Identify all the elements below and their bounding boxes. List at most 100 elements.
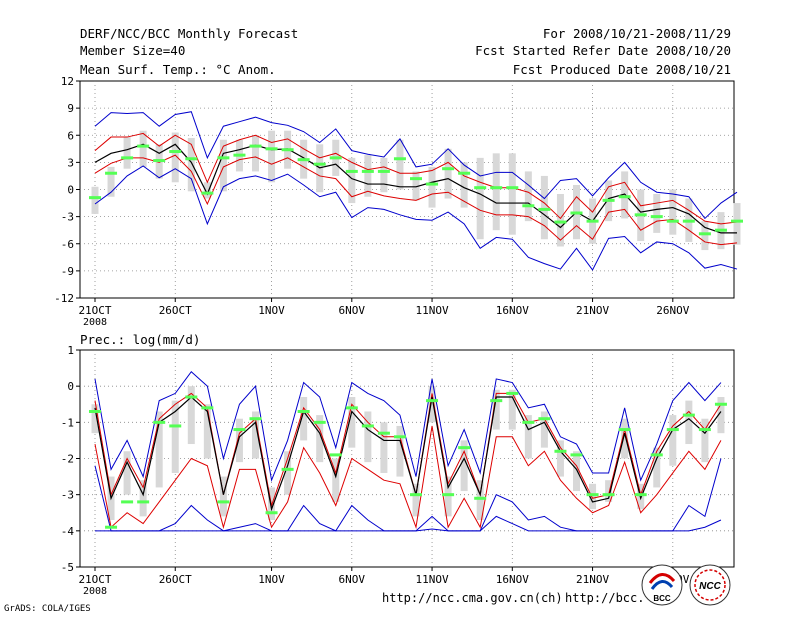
temp-member-marker (522, 204, 535, 208)
prec-spread-bar (155, 411, 163, 488)
prec-member-marker (105, 525, 118, 529)
temp-member-marker (89, 196, 101, 200)
temp-member-marker (538, 207, 551, 211)
prec-member-marker (265, 511, 278, 515)
temp-spread-bar (428, 166, 436, 208)
temp-upper-envelope (94, 111, 738, 220)
temp-member-marker (426, 182, 439, 186)
prec-spread-bar (332, 458, 340, 502)
temp-xtick-label: 1NOV (258, 304, 285, 317)
prec-member-marker (137, 500, 150, 504)
prec-member-marker (329, 453, 342, 457)
prec-xtick-label: 1NOV (258, 573, 285, 586)
temp-xtick-label: 21OCT (78, 304, 111, 317)
temp-member-marker (442, 167, 455, 171)
prec-xtick-label: 16NOV (496, 573, 529, 586)
temp-ytick-label: -3 (61, 211, 74, 224)
prec-member-marker (313, 420, 326, 424)
grads-credit: GrADS: COLA/IGES (4, 604, 91, 614)
temp-member-marker (313, 162, 326, 166)
temp-member-marker (105, 171, 118, 175)
prec-spread-bar (348, 397, 356, 448)
prec-spread-bar (524, 415, 532, 459)
bcc-logo: BCC (641, 564, 683, 606)
temp-member-marker (554, 220, 567, 224)
footer-url-bcc[interactable]: http://bcc. (565, 591, 645, 605)
bcc-logo-text: BCC (653, 594, 671, 603)
temp-spread-bar (91, 186, 99, 214)
forecast-start-date: Fcst Started Refer Date 2008/10/20 (475, 43, 731, 58)
prec-ensemble-mean (94, 396, 722, 512)
temp-member-marker (714, 228, 727, 232)
prec-member-marker (121, 500, 134, 504)
temp-spread-bar (123, 137, 131, 169)
prec-member-marker (474, 496, 487, 500)
prec-spread-bar (284, 451, 292, 495)
temp-xtick-label: 21NOV (576, 304, 609, 317)
temp-xtick-label: 26OCT (159, 304, 192, 317)
temp-spread-bar (733, 203, 741, 245)
temp-member-marker (666, 219, 679, 223)
prec-lower-envelope (94, 458, 722, 532)
temp-spread-bar (524, 171, 532, 222)
temp-spread-bar (348, 157, 356, 204)
prec-member-marker (410, 493, 422, 497)
temp-spread-bar (460, 162, 468, 208)
prec-ytick-label: -5 (61, 561, 74, 574)
prec-spread-bar (316, 415, 324, 463)
temp-member-marker (345, 169, 358, 173)
prec-spread-bar (396, 425, 404, 477)
footer-url-ncc[interactable]: http://ncc.cma.gov.cn(ch) (382, 591, 563, 605)
prec-member-marker (345, 406, 358, 410)
prec-member-marker (682, 413, 695, 417)
temp-ytick-label: -9 (61, 265, 74, 278)
prec-spread-bar (187, 386, 195, 445)
prec-member-marker (281, 467, 294, 471)
temp-spread-bar (476, 157, 484, 240)
prec-ytick-label: 1 (67, 344, 74, 357)
prec-spread-bar (556, 440, 564, 477)
temp-spread-bar (412, 171, 420, 201)
prec-spread-bar (235, 418, 243, 463)
prec-spread-bar (91, 404, 99, 434)
temp-member-marker (410, 177, 422, 181)
temp-spread-bar (492, 153, 500, 231)
prec-spread-bar (508, 389, 516, 430)
prec-member-marker (458, 446, 471, 450)
prec-spread-bar (364, 411, 372, 463)
temp-spread-bar (653, 194, 661, 233)
prec-spread-bar (621, 418, 629, 459)
prec-member-marker (393, 435, 406, 439)
prec-xtick-label: 21NOV (576, 573, 609, 586)
temp-ensemble-mean (94, 143, 737, 234)
temp-spread-bar (187, 137, 195, 192)
prec-member-marker (570, 453, 583, 457)
temp-member-marker (618, 195, 631, 199)
prec-xtick-label: 21OCT (78, 573, 111, 586)
prec-min-line (95, 515, 722, 532)
ncc-logo-text: NCC (699, 581, 721, 592)
prec-member-marker (185, 395, 198, 399)
temp-ytick-label: 3 (67, 156, 74, 169)
prec-member-marker (666, 428, 679, 432)
temp-ytick-label: 6 (67, 129, 74, 142)
prec-lower-spread (94, 425, 722, 530)
temp-member-marker (185, 157, 198, 161)
temp-member-marker (698, 232, 711, 236)
temp-spread-bar (669, 189, 677, 235)
temp-spread-bar (252, 135, 259, 172)
prec-member-marker (634, 493, 647, 497)
prec-xtick-year: 2008 (83, 586, 107, 597)
temp-member-marker (490, 186, 503, 190)
temp-member-marker (650, 215, 663, 219)
temp-member-marker (169, 150, 182, 154)
prec-spread-bar (669, 415, 677, 466)
temp-member-marker (297, 158, 310, 162)
prec-spread-bar (171, 400, 179, 473)
prec-member-marker (586, 493, 599, 497)
temp-xtick-label: 11NOV (415, 304, 448, 317)
temp-member-marker (137, 144, 150, 148)
prec-member-marker (522, 420, 535, 424)
prec-member-marker (506, 391, 519, 395)
ncc-logo: NCC (689, 564, 731, 606)
